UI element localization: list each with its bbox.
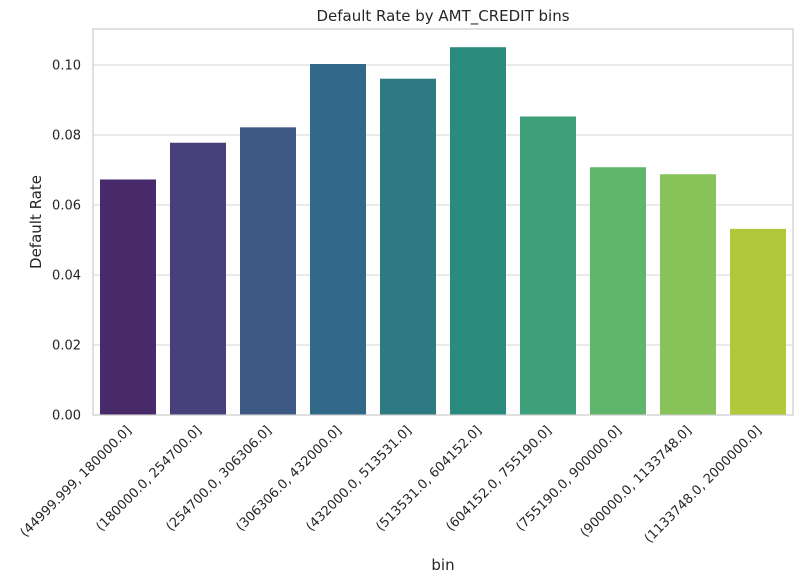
bar xyxy=(590,167,646,415)
plot-frame xyxy=(92,28,794,416)
bar xyxy=(450,47,506,416)
bar xyxy=(380,78,436,415)
bar xyxy=(170,142,226,415)
y-tick-label: 0.06 xyxy=(52,199,81,214)
y-tick-label: 0.02 xyxy=(52,339,81,354)
bar xyxy=(520,116,576,415)
y-tick-label: 0.10 xyxy=(52,59,81,74)
x-tick-labels: (44999.999, 180000.0](180000.0, 254700.0… xyxy=(18,423,765,546)
x-tick-label: (1133748.0, 2000000.0] xyxy=(642,423,765,546)
bar xyxy=(660,174,716,415)
bars xyxy=(100,47,786,416)
y-tick-label: 0.08 xyxy=(52,129,81,144)
x-tick-label: (900000.0, 1133748.0] xyxy=(578,423,695,540)
y-tick-labels: 0.00 0.02 0.04 0.06 0.08 0.10 xyxy=(52,59,81,424)
bar xyxy=(100,179,156,415)
y-tick-label: 0.00 xyxy=(52,409,81,424)
bar xyxy=(240,127,296,415)
y-axis-title: Default Rate xyxy=(27,175,45,269)
bar xyxy=(310,63,366,415)
bar xyxy=(730,228,786,415)
x-axis-title: bin xyxy=(431,556,454,574)
y-tick-label: 0.04 xyxy=(52,269,81,284)
chart-title: Default Rate by AMT_CREDIT bins xyxy=(316,7,569,26)
x-tick-label: (44999.999, 180000.0] xyxy=(18,423,135,540)
